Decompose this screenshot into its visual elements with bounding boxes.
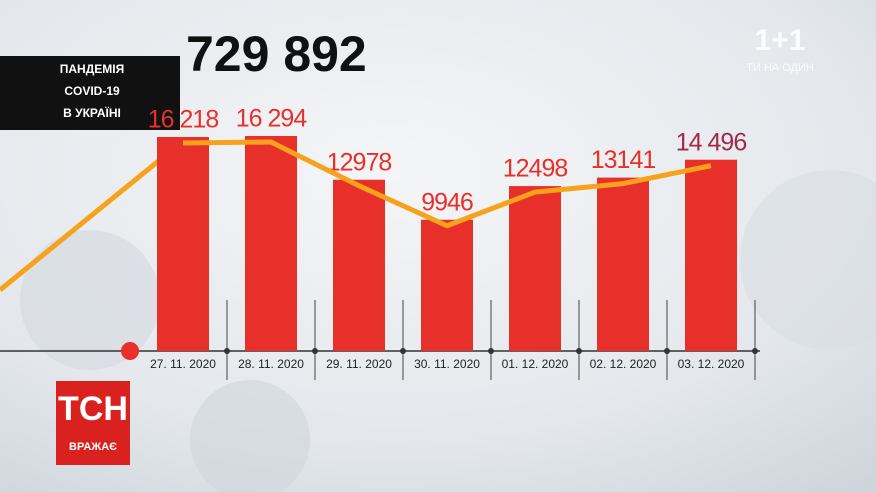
bar <box>157 136 209 351</box>
x-tick-label: 30. 11. 2020 <box>414 357 480 371</box>
bar <box>509 186 561 351</box>
value-label: 12498 <box>503 155 568 183</box>
x-tick-label: 28. 11. 2020 <box>238 357 304 371</box>
virus-decor <box>190 380 310 492</box>
value-label: 12978 <box>327 148 392 176</box>
total: 729 892 <box>186 26 367 82</box>
label-box <box>0 56 180 130</box>
trend-lead-in <box>0 139 185 292</box>
program-tagline: ВРАЖАЄ <box>69 441 117 453</box>
axis-dot <box>400 348 406 354</box>
channel-logo: 1+1 <box>755 24 806 57</box>
subtitle: В УКРАЇНІ <box>63 105 121 120</box>
axis-dot <box>576 348 582 354</box>
virus-icon <box>121 342 139 360</box>
axis-dot <box>312 348 318 354</box>
value-label: 9946 <box>421 188 473 216</box>
value-label: 16 294 <box>236 105 308 133</box>
virus-decor <box>740 170 876 350</box>
x-tick-label: 29. 11. 2020 <box>326 357 392 371</box>
bar <box>421 219 473 351</box>
axis-dot <box>752 348 758 354</box>
x-tick-label: 27. 11. 2020 <box>150 357 216 371</box>
bar <box>245 135 297 351</box>
subtitle: ПАНДЕМІЯ <box>60 62 124 76</box>
bar <box>685 159 737 351</box>
axis-dot <box>664 348 670 354</box>
bar <box>333 179 385 351</box>
bar <box>597 177 649 351</box>
program-logo <box>56 381 130 465</box>
x-tick-label: 02. 12. 2020 <box>590 357 657 371</box>
subtitle: COVID-19 <box>64 84 120 98</box>
axis-dot <box>488 348 494 354</box>
value-label: 16 218 <box>148 106 219 134</box>
value-label: 13141 <box>591 146 656 174</box>
x-tick-label: 03. 12. 2020 <box>678 357 745 371</box>
virus-decor <box>20 230 160 370</box>
program-name: ТСН <box>58 390 128 428</box>
channel-slogan: ТИ НА ОДИН <box>746 62 814 74</box>
x-tick-label: 01. 12. 2020 <box>502 357 569 371</box>
trend-line <box>182 139 712 229</box>
axis-dot <box>224 348 230 354</box>
value-label: 14 496 <box>676 128 747 156</box>
